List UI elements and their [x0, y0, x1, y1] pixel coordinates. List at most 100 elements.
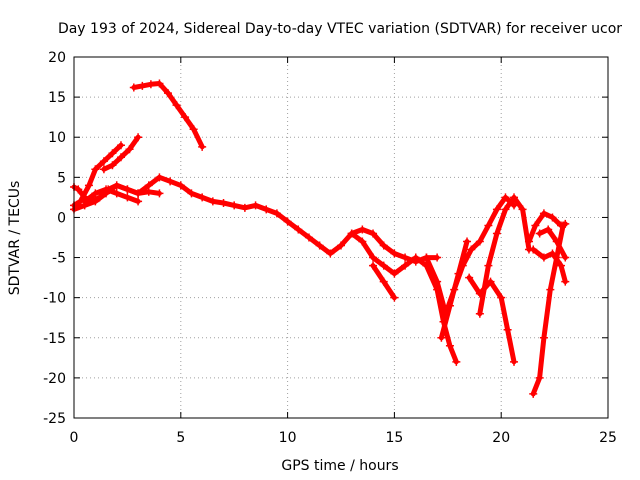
x-tick-label: 0 — [70, 430, 79, 446]
data-point — [437, 333, 446, 342]
data-point — [548, 213, 557, 222]
data-point — [379, 261, 388, 270]
series-pass-16 — [537, 227, 568, 261]
data-point — [539, 209, 548, 218]
data-point — [146, 80, 155, 89]
data-point — [240, 203, 249, 212]
data-point — [99, 157, 108, 166]
data-point — [358, 225, 367, 234]
data-point — [369, 261, 378, 270]
data-point — [262, 205, 271, 214]
data-point — [390, 269, 399, 278]
data-point — [422, 253, 431, 262]
data-point — [144, 187, 153, 196]
data-point — [123, 193, 132, 202]
data-point — [112, 181, 121, 190]
x-axis-label: GPS time / hours — [281, 458, 398, 474]
data-point — [503, 325, 512, 334]
data-point — [463, 237, 472, 246]
data-point — [561, 253, 570, 262]
x-tick-label: 10 — [279, 430, 297, 446]
y-tick-label: 5 — [57, 170, 66, 186]
x-tick-label: 20 — [492, 430, 510, 446]
series-pass-13 — [530, 223, 566, 397]
y-tick-label: -15 — [43, 331, 66, 347]
y-tick-label: -20 — [43, 371, 66, 387]
data-point — [546, 285, 555, 294]
data-point — [548, 249, 557, 258]
data-point — [552, 237, 561, 246]
data-point — [138, 81, 147, 90]
data-point — [112, 189, 121, 198]
data-point — [230, 201, 239, 210]
plot-frame — [73, 56, 609, 419]
data-point — [390, 293, 399, 302]
y-tick-label: -25 — [43, 411, 66, 427]
series-pass-10 — [438, 239, 470, 341]
x-tick-label: 25 — [599, 430, 617, 446]
data-point — [484, 261, 493, 270]
x-tick-label: 5 — [176, 430, 185, 446]
data-point — [535, 373, 544, 382]
data-point — [155, 189, 164, 198]
y-tick-label: 0 — [57, 210, 66, 226]
data-point — [492, 229, 501, 238]
data-point — [91, 197, 100, 206]
data-point — [379, 241, 388, 250]
y-tick-label: 15 — [48, 90, 66, 106]
data-point — [390, 249, 399, 258]
data-point — [369, 253, 378, 262]
data-point — [510, 357, 519, 366]
data-point — [454, 269, 463, 278]
data-point — [74, 185, 83, 194]
data-point — [492, 205, 501, 214]
data-point — [91, 165, 100, 174]
data-point — [475, 237, 484, 246]
y-axis-label: SDTVAR / TECUs — [7, 181, 23, 296]
data-point — [155, 79, 164, 88]
data-point — [531, 221, 540, 230]
data-point — [445, 341, 454, 350]
data-point — [557, 221, 566, 230]
data-point — [219, 199, 228, 208]
y-tick-label: 10 — [48, 130, 66, 146]
data-point — [467, 245, 476, 254]
data-point — [510, 193, 519, 202]
data-point — [163, 89, 172, 98]
data-point — [539, 253, 548, 262]
y-tick-label: 20 — [48, 50, 66, 66]
series-pass-12 — [477, 194, 532, 317]
data-point — [561, 219, 570, 228]
data-point — [326, 249, 335, 258]
data-point — [123, 185, 132, 194]
y-tick-label: -5 — [52, 251, 66, 267]
grid — [74, 57, 608, 418]
data-point — [497, 293, 506, 302]
data-point — [134, 189, 143, 198]
data-point — [102, 185, 111, 194]
data-point — [108, 161, 117, 170]
data-point — [129, 83, 138, 92]
data-point — [108, 149, 117, 158]
axis-ticks: 0 5 10 15 20 25 -25 -20 -15 -10 -5 0 5 10 15 20 — [43, 50, 617, 446]
y-tick-label: -10 — [43, 291, 66, 307]
data-point — [561, 277, 570, 286]
data-point — [535, 229, 544, 238]
data-point — [358, 237, 367, 246]
data-point — [134, 197, 143, 206]
data-point — [465, 273, 474, 282]
data-point — [337, 241, 345, 250]
data-point — [116, 141, 125, 150]
data-point — [518, 205, 527, 214]
data-point — [411, 253, 420, 262]
data-point — [539, 333, 548, 342]
data-point — [433, 277, 442, 286]
data-point — [91, 189, 100, 198]
data-point — [198, 142, 207, 151]
data-point — [189, 125, 198, 134]
data-point — [347, 229, 356, 238]
data-point — [501, 193, 510, 202]
data-point — [501, 205, 510, 214]
data-point — [524, 237, 533, 246]
data-point — [166, 177, 175, 186]
